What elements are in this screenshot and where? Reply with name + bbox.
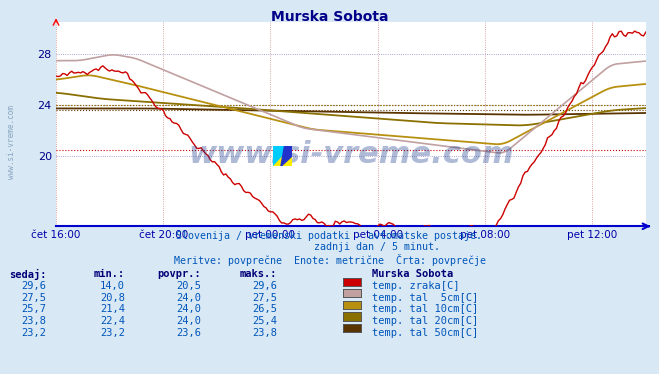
Text: min.:: min.: — [94, 269, 125, 279]
Text: zadnji dan / 5 minut.: zadnji dan / 5 minut. — [219, 242, 440, 252]
Text: 29,6: 29,6 — [21, 281, 46, 291]
Text: temp. zraka[C]: temp. zraka[C] — [372, 281, 460, 291]
Text: 25,4: 25,4 — [252, 316, 277, 326]
Text: 24,0: 24,0 — [176, 293, 201, 303]
Text: 23,8: 23,8 — [21, 316, 46, 326]
Text: Slovenija / vremenski podatki - avtomatske postaje.: Slovenija / vremenski podatki - avtomats… — [177, 231, 482, 241]
Text: 21,4: 21,4 — [100, 304, 125, 315]
Text: temp. tal  5cm[C]: temp. tal 5cm[C] — [372, 293, 478, 303]
Polygon shape — [281, 146, 292, 166]
Text: 27,5: 27,5 — [252, 293, 277, 303]
Text: 14,0: 14,0 — [100, 281, 125, 291]
Text: Murska Sobota: Murska Sobota — [271, 10, 388, 24]
Text: 20,5: 20,5 — [176, 281, 201, 291]
Text: 27,5: 27,5 — [21, 293, 46, 303]
Polygon shape — [273, 146, 292, 166]
Text: 24,0: 24,0 — [176, 304, 201, 315]
Text: 23,2: 23,2 — [21, 328, 46, 338]
Text: 29,6: 29,6 — [252, 281, 277, 291]
Text: 22,4: 22,4 — [100, 316, 125, 326]
Text: www.si-vreme.com: www.si-vreme.com — [188, 140, 514, 169]
Text: 23,6: 23,6 — [176, 328, 201, 338]
Text: 20,8: 20,8 — [100, 293, 125, 303]
Text: temp. tal 20cm[C]: temp. tal 20cm[C] — [372, 316, 478, 326]
Text: maks.:: maks.: — [239, 269, 277, 279]
Text: 26,5: 26,5 — [252, 304, 277, 315]
Text: 23,2: 23,2 — [100, 328, 125, 338]
Text: 23,8: 23,8 — [252, 328, 277, 338]
Text: sedaj:: sedaj: — [9, 269, 46, 280]
Text: Meritve: povprečne  Enote: metrične  Črta: povprečje: Meritve: povprečne Enote: metrične Črta:… — [173, 254, 486, 266]
Text: 24,0: 24,0 — [176, 316, 201, 326]
Text: temp. tal 50cm[C]: temp. tal 50cm[C] — [372, 328, 478, 338]
Text: Murska Sobota: Murska Sobota — [372, 269, 453, 279]
Text: povpr.:: povpr.: — [158, 269, 201, 279]
Text: temp. tal 10cm[C]: temp. tal 10cm[C] — [372, 304, 478, 315]
Text: 25,7: 25,7 — [21, 304, 46, 315]
Text: www.si-vreme.com: www.si-vreme.com — [7, 105, 16, 179]
